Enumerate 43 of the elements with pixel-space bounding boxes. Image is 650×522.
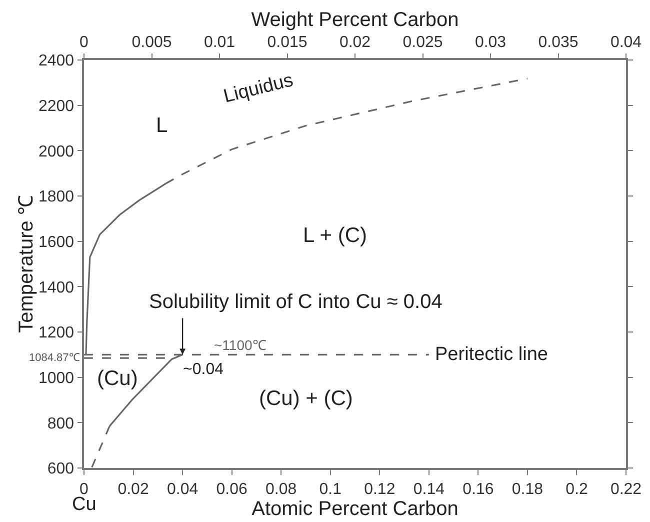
annotation: L <box>156 114 168 137</box>
annotation: (Cu) <box>97 367 138 390</box>
x2-tick-label: 0 <box>80 34 89 51</box>
x-tick-label: 0.16 <box>462 480 494 498</box>
x2-tick-label: 0.03 <box>474 34 506 51</box>
y-tick-label: 1000 <box>38 370 74 387</box>
x-tick-label: 0.18 <box>512 480 544 498</box>
x2-tick-label: 0.025 <box>402 34 443 51</box>
x-tick-label: 0.02 <box>118 480 149 498</box>
y-tick-label: 800 <box>47 415 74 432</box>
x2-axis-title: Weight Percent Carbon <box>251 8 459 31</box>
annotation: L + (C) <box>303 224 367 247</box>
annotation: Liquidus <box>222 70 296 108</box>
annotation: Peritectic line <box>435 344 548 365</box>
y-tick-label: 2200 <box>38 98 74 115</box>
x2-tick-label: 0.035 <box>538 34 578 51</box>
x-tick-label: 0.22 <box>610 480 642 498</box>
annotation: Solubility limit of C into Cu ≈ 0.04 <box>149 291 442 313</box>
x2-tick-label: 0.01 <box>204 34 236 51</box>
x-tick-label: 0.04 <box>166 480 198 498</box>
x2-tick-label: 0.005 <box>132 34 172 51</box>
y-tick-label: 600 <box>47 460 74 478</box>
x-tick-label: 0.14 <box>413 480 445 498</box>
annotation: (Cu) + (C) <box>259 387 353 410</box>
x2-tick-label: 0.015 <box>267 34 308 51</box>
x-tick-label: 0.1 <box>319 480 342 498</box>
x-tick-label: 0.2 <box>566 480 588 498</box>
x2-tick-label: 0.02 <box>339 34 371 51</box>
x2-tick-label: 0.04 <box>610 34 642 51</box>
y-tick-label: 1200 <box>38 324 74 342</box>
annotation: ~1100℃ <box>214 337 266 353</box>
y-tick-label: 1400 <box>38 279 74 296</box>
x-tick-label: 0.12 <box>364 480 396 498</box>
annotation: ~0.04 <box>183 361 224 378</box>
x-tick-label: 0.06 <box>216 480 248 498</box>
y-tick-label: 2400 <box>38 52 74 70</box>
x-tick-label: 0.08 <box>266 480 297 498</box>
x-axis-title: Atomic Percent Carbon <box>252 498 458 520</box>
y-axis-title: Temperature ℃ <box>15 195 38 333</box>
annotation: 1084.87℃ <box>29 352 80 364</box>
y-tick-label: 1600 <box>38 234 74 251</box>
y-tick-label: 1800 <box>38 188 74 206</box>
y-tick-label: 2000 <box>38 143 74 160</box>
